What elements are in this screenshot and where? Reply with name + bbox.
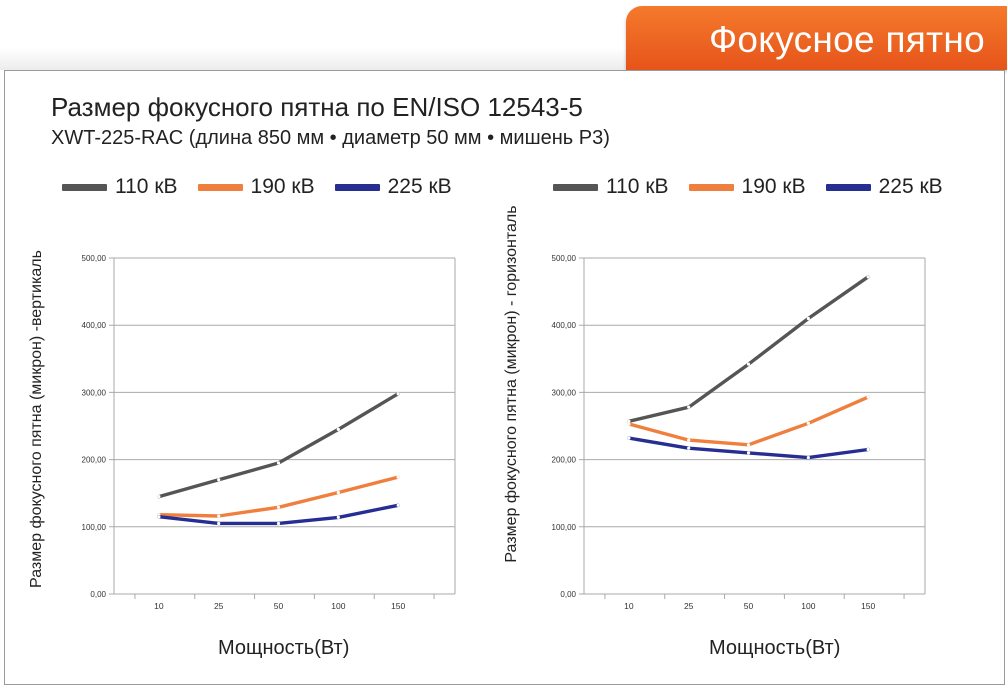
data-point <box>627 419 631 423</box>
data-point <box>866 447 870 452</box>
data-point <box>157 494 161 499</box>
x-axis-label-left: Мощность(Вт) <box>218 637 350 659</box>
data-point <box>217 478 221 482</box>
chart-horizontal: 0,00 100,00 200,00 300,00 400,00 500,00 10 25 50… <box>552 254 926 611</box>
y-tick-label: 200,00 <box>552 456 577 465</box>
x-tick-label: 25 <box>684 601 694 611</box>
data-point <box>746 362 751 366</box>
legend-swatch-225 <box>825 183 871 191</box>
data-point <box>866 275 870 279</box>
legend-label-110: 110 кВ <box>606 175 669 198</box>
legend-swatch-225 <box>334 183 380 191</box>
legend-item-190: 190 кВ <box>688 175 806 199</box>
y-tick-label: 500,00 <box>82 254 107 263</box>
legend-swatch-110 <box>62 183 107 191</box>
data-point <box>627 422 631 426</box>
x-tick-label: 10 <box>624 601 634 611</box>
series-line <box>627 395 870 447</box>
legend-label-225: 225 кВ <box>878 175 943 198</box>
data-point <box>746 443 751 447</box>
y-tick-label: 400,00 <box>552 321 577 330</box>
y-tick-label: 400,00 <box>82 321 107 330</box>
section-banner: Фокусное пятно <box>626 6 1007 70</box>
legend-item-190: 190 кВ <box>197 175 315 199</box>
legend-label-110: 110 кВ <box>115 175 178 198</box>
data-point <box>806 421 810 425</box>
y-tick-label: 0,00 <box>560 590 576 599</box>
data-point <box>396 475 400 479</box>
content-panel <box>4 70 1005 685</box>
chart-vertical: 0,00 100,00 200,00 300,00 400,00 500,00 10 25 50… <box>82 254 456 611</box>
x-axis-label-right: Мощность(Вт) <box>709 637 841 659</box>
x-tick-label: 10 <box>154 601 164 611</box>
data-point <box>336 427 340 431</box>
data-point <box>687 438 691 442</box>
y-tick-label: 0,00 <box>90 590 106 599</box>
data-point <box>687 405 691 409</box>
data-point <box>396 503 400 507</box>
data-point <box>396 392 400 396</box>
x-tick-label: 50 <box>744 601 754 611</box>
data-point <box>687 446 691 450</box>
data-point <box>866 395 870 399</box>
data-point <box>806 455 810 460</box>
x-tick-label: 150 <box>861 601 875 611</box>
y-tick-label: 200,00 <box>82 456 107 465</box>
data-point <box>627 436 631 440</box>
data-point <box>276 521 281 526</box>
data-point <box>276 505 281 509</box>
series-line <box>627 275 870 424</box>
data-point <box>746 451 751 455</box>
legend-label-190: 190 кВ <box>741 175 806 198</box>
y-axis-label-right: Размер фокусного пятна (микрон) - горизо… <box>503 205 520 563</box>
x-tick-label: 100 <box>801 601 815 611</box>
y-tick-label: 100,00 <box>552 523 577 532</box>
series-line <box>627 436 870 460</box>
legend-right: 110 кВ 190 кВ 225 кВ <box>553 172 963 202</box>
x-tick-label: 50 <box>274 601 284 611</box>
data-point <box>217 521 221 526</box>
data-point <box>336 490 340 495</box>
top-strip <box>0 48 628 70</box>
series-line <box>157 391 400 499</box>
y-tick-label: 500,00 <box>552 254 577 263</box>
legend-swatch-190 <box>688 183 734 191</box>
x-tick-label: 150 <box>391 601 405 611</box>
page-subtitle: XWT-225-RAC (длина 850 мм • диаметр 50 м… <box>51 127 610 149</box>
legend-item-225: 225 кВ <box>334 175 452 199</box>
x-tick-label: 100 <box>331 601 345 611</box>
legend-item-225: 225 кВ <box>825 175 943 199</box>
data-point <box>276 461 281 465</box>
legend-left: 110 кВ 190 кВ 225 кВ <box>62 172 472 202</box>
y-tick-label: 300,00 <box>82 388 107 397</box>
banner-title: Фокусное пятно <box>709 19 985 60</box>
data-point <box>336 515 340 519</box>
y-tick-label: 100,00 <box>82 523 107 532</box>
legend-label-190: 190 кВ <box>250 175 315 198</box>
legend-swatch-110 <box>553 183 598 191</box>
data-point <box>157 515 161 519</box>
y-tick-label: 300,00 <box>552 388 577 397</box>
legend-item-110: 110 кВ <box>62 175 178 199</box>
data-point <box>806 316 810 321</box>
legend-label-225: 225 кВ <box>387 175 452 198</box>
x-tick-label: 25 <box>214 601 224 611</box>
legend-swatch-190 <box>197 183 243 191</box>
y-axis-label-left: Размер фокусного пятна (микрон) -вертика… <box>28 250 45 588</box>
legend-item-110: 110 кВ <box>553 175 669 199</box>
page-title: Размер фокусного пятна по EN/ISO 12543-5 <box>51 92 583 122</box>
data-point <box>217 514 221 518</box>
series-line <box>157 475 400 518</box>
